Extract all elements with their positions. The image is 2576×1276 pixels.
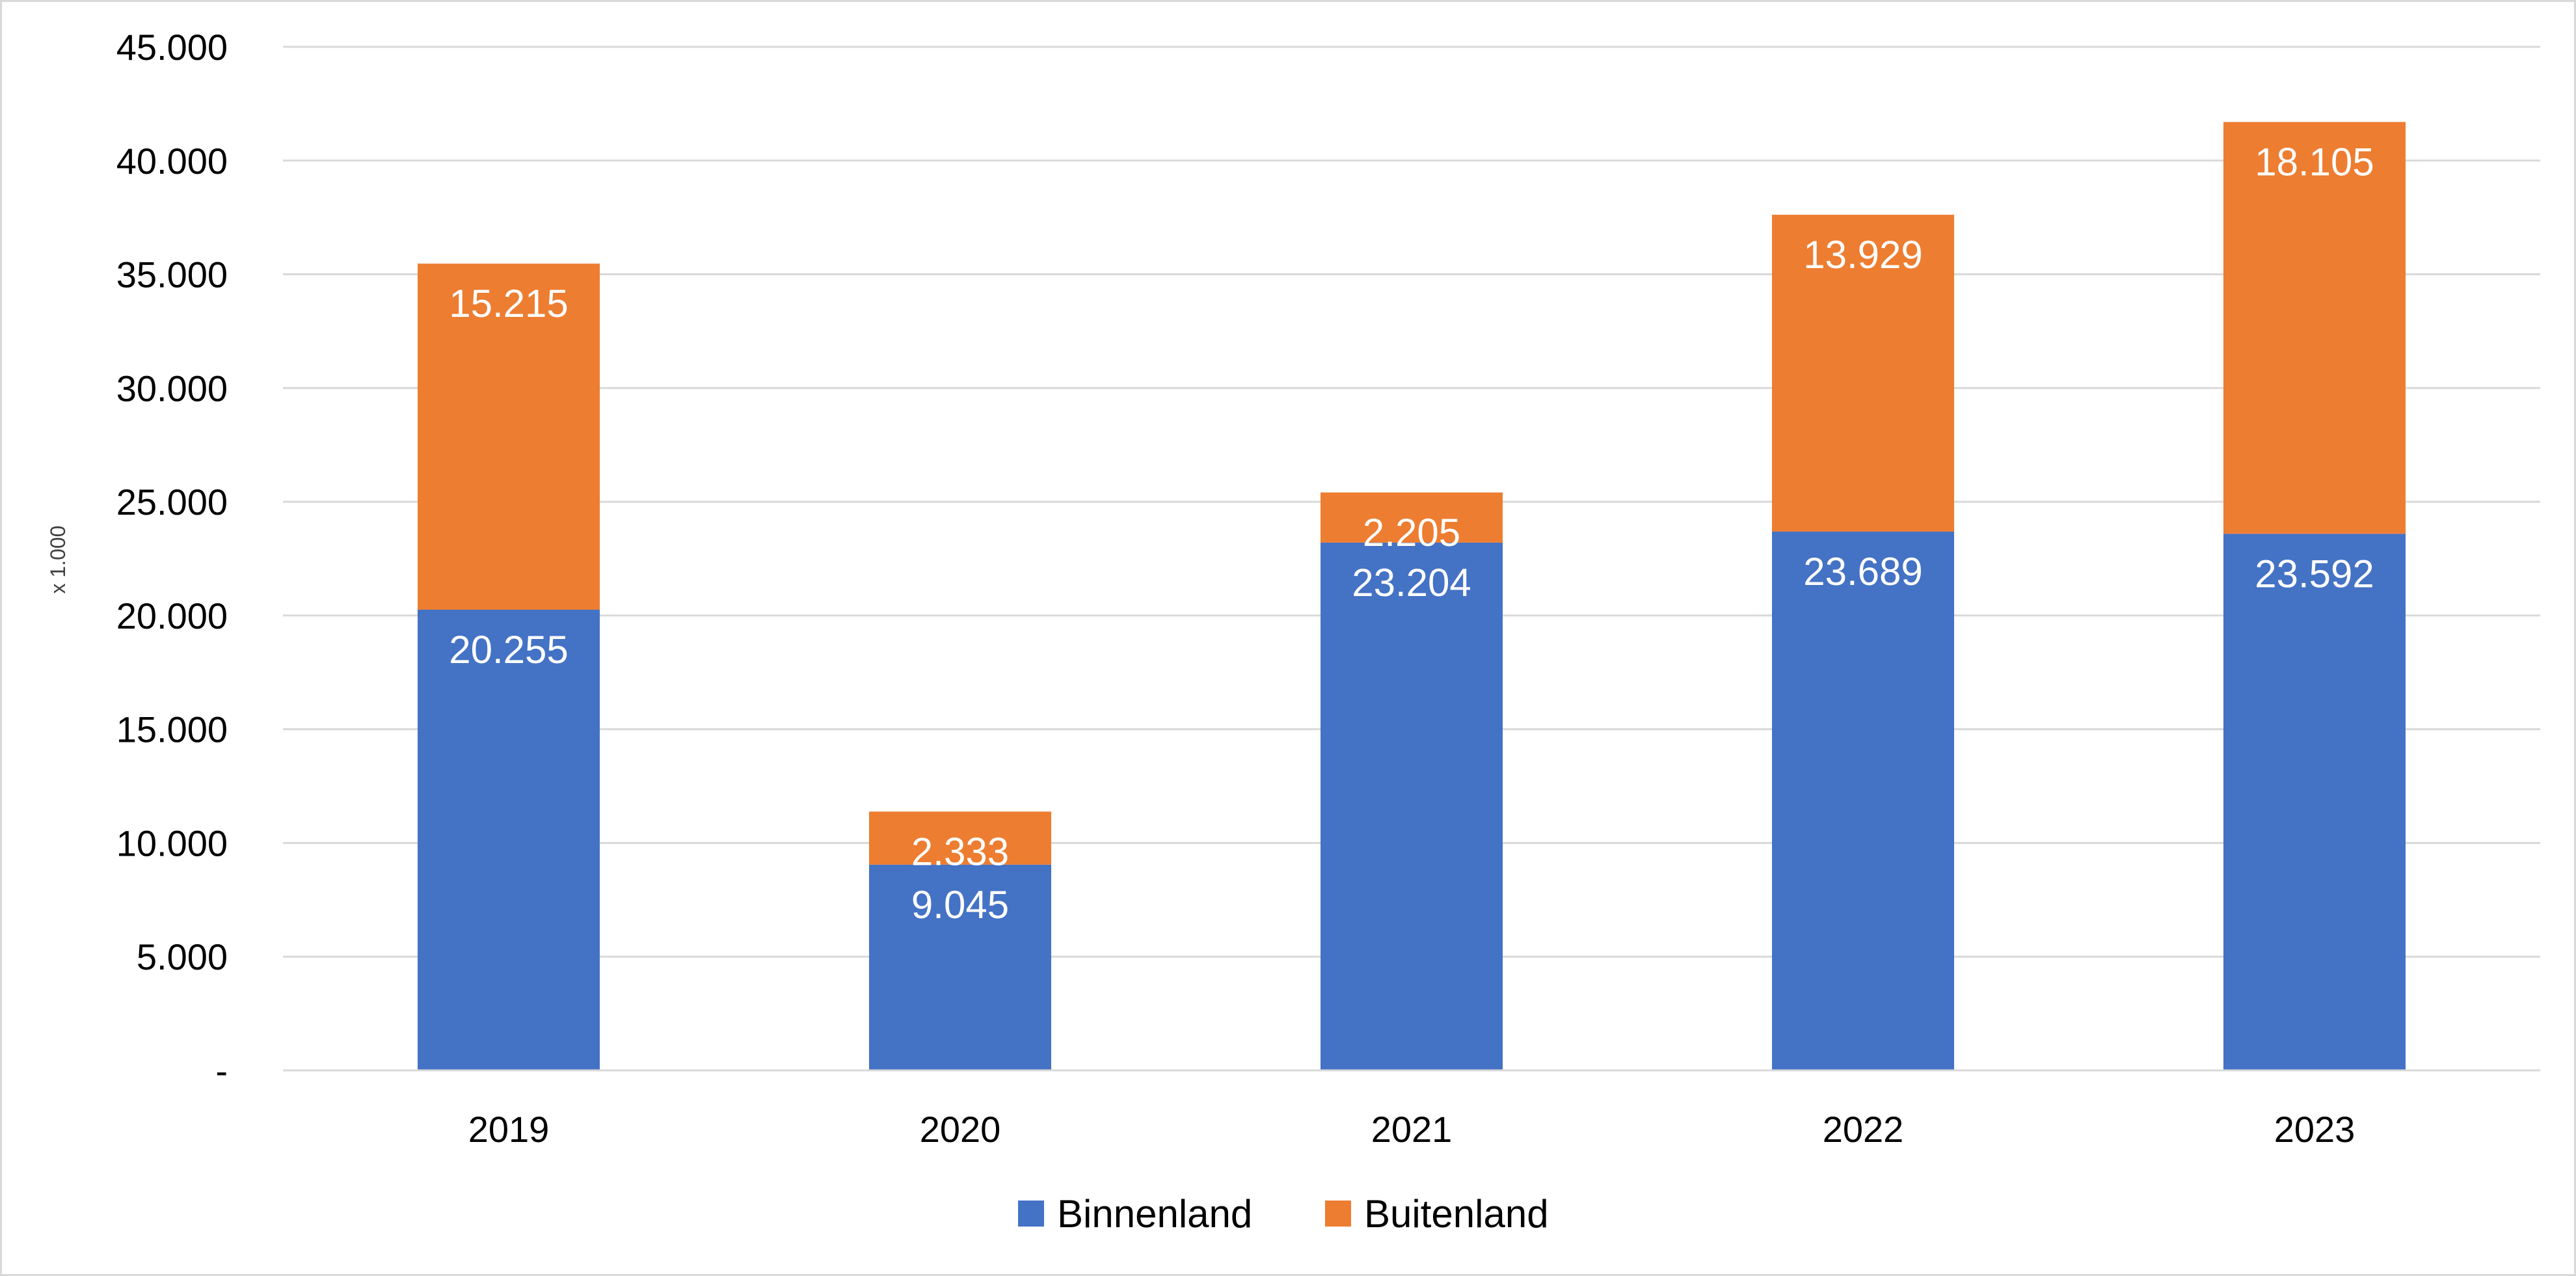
legend-swatch-binnenland	[1018, 1201, 1044, 1227]
bar-buitenland-2019	[418, 264, 600, 610]
x-tick-label: 2023	[2274, 1109, 2355, 1150]
y-tick-label: 5.000	[137, 936, 228, 977]
bar-buitenland-2023	[2223, 122, 2406, 534]
data-label-buitenland-2022: 13.929	[1803, 233, 1923, 277]
y-tick-label: 15.000	[116, 709, 228, 750]
data-label-binnenland-2019: 20.255	[449, 628, 569, 672]
gridlines	[283, 46, 2540, 958]
y-tick-label: 10.000	[116, 822, 228, 863]
data-label-binnenland-2022: 23.689	[1803, 550, 1923, 593]
bar-binnenland-2019	[418, 609, 600, 1070]
bar-buitenland-2021	[1321, 492, 1503, 543]
x-tick-label: 2021	[1371, 1109, 1453, 1150]
y-tick-label: 35.000	[116, 254, 228, 295]
data-label-buitenland-2019: 15.215	[449, 282, 569, 325]
bar-binnenland-2022	[1772, 531, 1954, 1070]
x-tick-label: 2020	[920, 1109, 1001, 1150]
x-axis-ticks: 2019 2020 2021 2022 2023	[468, 1109, 2355, 1150]
y-axis-unit-label: x 1.000	[46, 526, 70, 594]
y-tick-label: 25.000	[116, 482, 228, 523]
y-tick-label: 40.000	[116, 141, 228, 182]
x-tick-label: 2019	[468, 1109, 550, 1150]
data-label-buitenland-2023: 18.105	[2255, 140, 2374, 183]
data-label-buitenland-2020: 2.333	[911, 830, 1009, 873]
y-tick-label: 20.000	[116, 595, 228, 636]
bar-binnenland-2020	[869, 864, 1051, 1070]
bar-buitenland-2020	[869, 811, 1051, 865]
x-tick-label: 2022	[1823, 1109, 1904, 1150]
legend-label-buitenland: Buitenland	[1364, 1192, 1549, 1236]
y-tick-label: 45.000	[116, 27, 228, 68]
legend-swatch-buitenland	[1325, 1201, 1351, 1227]
data-label-buitenland-2021: 2.205	[1363, 511, 1460, 554]
bar-binnenland-2021	[1321, 542, 1503, 1070]
data-label-binnenland-2020: 9.045	[911, 883, 1009, 927]
data-label-binnenland-2021: 23.204	[1352, 561, 1471, 604]
y-tick-label: 30.000	[116, 368, 228, 409]
bars	[418, 122, 2406, 1070]
data-labels: 20.255 15.215 9.045 2.333 23.204 2.205 23.689 1…	[449, 140, 2374, 926]
bar-buitenland-2022	[1772, 215, 1954, 532]
bar-binnenland-2023	[2223, 534, 2406, 1070]
y-axis-ticks: - 5.000 10.000 15.000 20.000 25.000 30.000 35.0…	[116, 27, 228, 1091]
legend: Binnenland Buitenland	[1018, 1192, 1549, 1236]
legend-label-binnenland: Binnenland	[1057, 1192, 1252, 1236]
y-tick-label: -	[215, 1050, 228, 1091]
data-label-binnenland-2023: 23.592	[2255, 552, 2374, 595]
